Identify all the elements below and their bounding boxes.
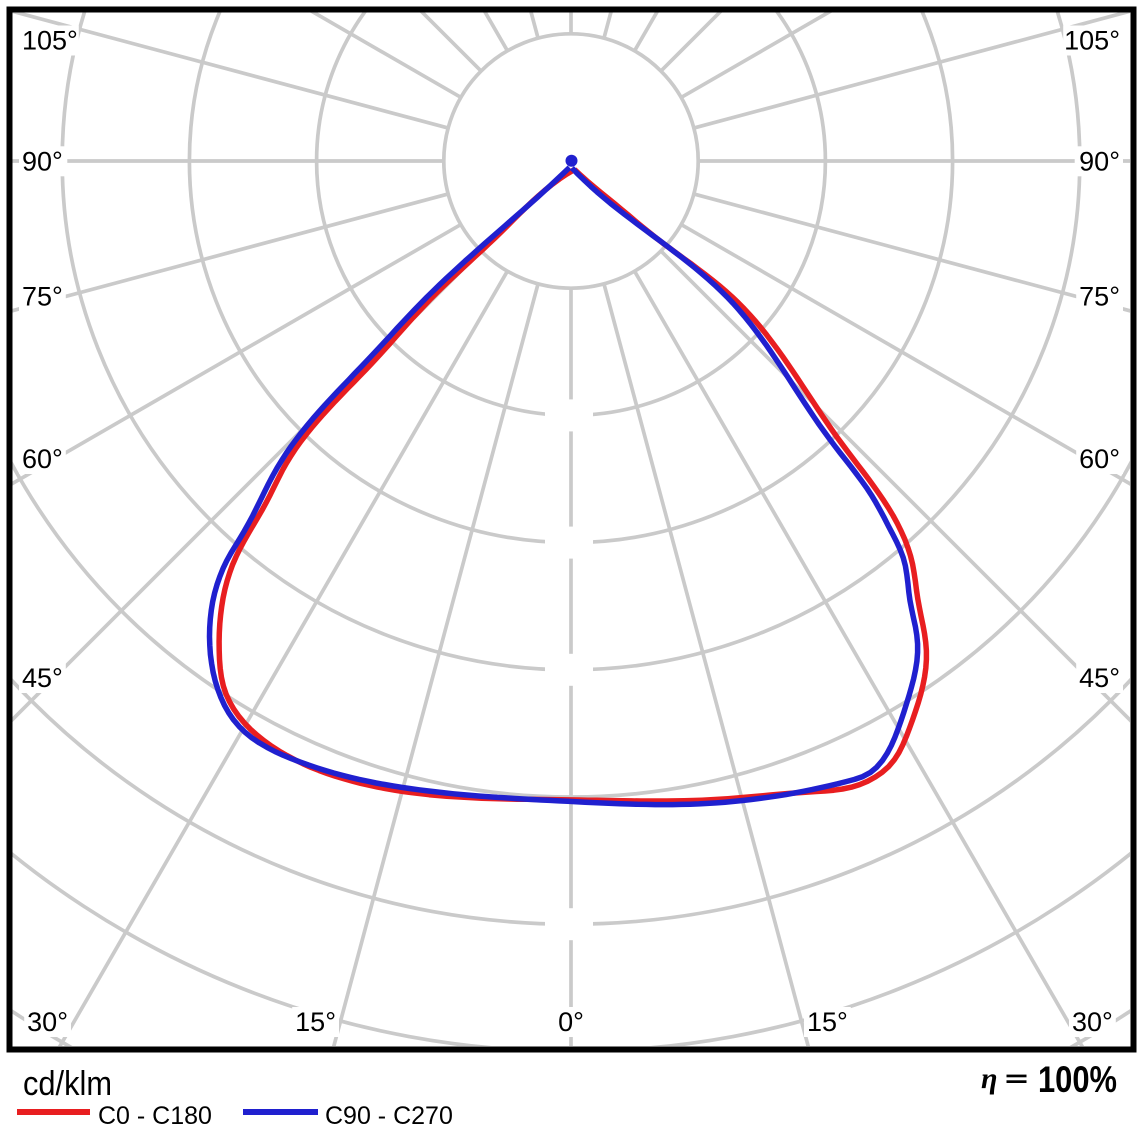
svg-text:cd/klm: cd/klm bbox=[23, 1065, 112, 1103]
svg-text:0°: 0° bbox=[558, 1007, 584, 1037]
svg-text:105°: 105° bbox=[1064, 26, 1120, 56]
svg-text:90°: 90° bbox=[1079, 146, 1120, 176]
svg-text:90°: 90° bbox=[22, 146, 63, 176]
svg-text:60°: 60° bbox=[22, 444, 63, 474]
svg-text:η: η bbox=[981, 1062, 997, 1095]
svg-text:15°: 15° bbox=[807, 1007, 848, 1037]
svg-text:30°: 30° bbox=[1072, 1007, 1113, 1037]
svg-text:C90 - C270: C90 - C270 bbox=[325, 1102, 453, 1130]
svg-text:60°: 60° bbox=[1079, 444, 1120, 474]
svg-text:45°: 45° bbox=[22, 663, 63, 693]
svg-text:30°: 30° bbox=[27, 1007, 68, 1037]
svg-text:100%: 100% bbox=[1038, 1059, 1117, 1100]
svg-text:45°: 45° bbox=[1079, 663, 1120, 693]
svg-text:105°: 105° bbox=[22, 26, 78, 56]
svg-text:15°: 15° bbox=[295, 1007, 336, 1037]
svg-text:75°: 75° bbox=[1079, 282, 1120, 312]
svg-text:75°: 75° bbox=[22, 282, 63, 312]
svg-text:C0 - C180: C0 - C180 bbox=[98, 1102, 212, 1130]
